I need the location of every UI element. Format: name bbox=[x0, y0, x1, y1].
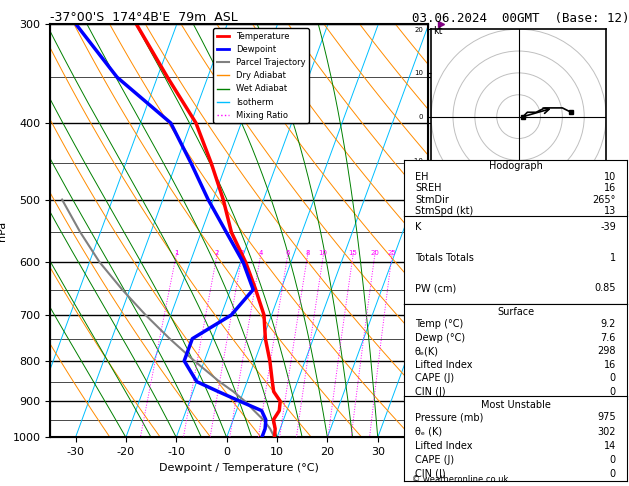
Text: 4: 4 bbox=[259, 250, 263, 256]
Text: θₑ (K): θₑ (K) bbox=[415, 427, 442, 436]
X-axis label: Dewpoint / Temperature (°C): Dewpoint / Temperature (°C) bbox=[159, 463, 319, 473]
Y-axis label: hPa: hPa bbox=[0, 221, 7, 241]
Text: 975: 975 bbox=[598, 412, 616, 422]
Text: Hodograph: Hodograph bbox=[489, 161, 542, 171]
Legend: Temperature, Dewpoint, Parcel Trajectory, Dry Adiabat, Wet Adiabat, Isotherm, Mi: Temperature, Dewpoint, Parcel Trajectory… bbox=[213, 29, 309, 123]
Text: 0: 0 bbox=[610, 387, 616, 397]
Text: EH: EH bbox=[415, 172, 428, 182]
Text: 13: 13 bbox=[604, 206, 616, 216]
Text: kt: kt bbox=[433, 26, 443, 35]
Text: CIN (J): CIN (J) bbox=[415, 469, 445, 479]
Text: StmDir: StmDir bbox=[415, 194, 449, 205]
Text: 6: 6 bbox=[285, 250, 290, 256]
Text: Surface: Surface bbox=[497, 307, 534, 317]
Text: 9.2: 9.2 bbox=[601, 319, 616, 329]
Text: Totals Totals: Totals Totals bbox=[415, 253, 474, 262]
Text: © weatheronline.co.uk: © weatheronline.co.uk bbox=[412, 474, 508, 484]
Text: StmSpd (kt): StmSpd (kt) bbox=[415, 206, 473, 216]
Text: -37°00'S  174°4B'E  79m  ASL: -37°00'S 174°4B'E 79m ASL bbox=[50, 11, 238, 24]
Text: Lifted Index: Lifted Index bbox=[415, 360, 472, 370]
Text: Lifted Index: Lifted Index bbox=[415, 441, 472, 451]
Text: -39: -39 bbox=[600, 222, 616, 232]
Text: 7.6: 7.6 bbox=[601, 332, 616, 343]
Text: 0.85: 0.85 bbox=[594, 283, 616, 294]
Text: 20: 20 bbox=[370, 250, 379, 256]
Text: 16: 16 bbox=[604, 183, 616, 193]
Text: 2: 2 bbox=[214, 250, 219, 256]
Text: CIN (J): CIN (J) bbox=[415, 387, 445, 397]
Text: 298: 298 bbox=[598, 346, 616, 356]
Text: K: K bbox=[415, 222, 421, 232]
Text: 302: 302 bbox=[598, 427, 616, 436]
Text: Dewp (°C): Dewp (°C) bbox=[415, 332, 465, 343]
Text: θₑ(K): θₑ(K) bbox=[415, 346, 439, 356]
Text: 03.06.2024  00GMT  (Base: 12): 03.06.2024 00GMT (Base: 12) bbox=[412, 12, 629, 25]
Text: 0: 0 bbox=[610, 469, 616, 479]
Text: 10: 10 bbox=[319, 250, 328, 256]
Text: 1: 1 bbox=[174, 250, 178, 256]
Text: Pressure (mb): Pressure (mb) bbox=[415, 412, 483, 422]
Text: 8: 8 bbox=[305, 250, 309, 256]
Text: 1: 1 bbox=[610, 253, 616, 262]
Text: 15: 15 bbox=[348, 250, 357, 256]
Text: CAPE (J): CAPE (J) bbox=[415, 373, 454, 383]
Text: 14: 14 bbox=[604, 441, 616, 451]
Text: 265°: 265° bbox=[593, 194, 616, 205]
Text: 0: 0 bbox=[610, 455, 616, 465]
Text: PW (cm): PW (cm) bbox=[415, 283, 456, 294]
Text: SREH: SREH bbox=[415, 183, 442, 193]
Text: 16: 16 bbox=[604, 360, 616, 370]
Text: CAPE (J): CAPE (J) bbox=[415, 455, 454, 465]
Y-axis label: Mixing Ratio (g/kg): Mixing Ratio (g/kg) bbox=[459, 185, 469, 277]
Text: 10: 10 bbox=[604, 172, 616, 182]
Text: Temp (°C): Temp (°C) bbox=[415, 319, 463, 329]
Text: 0: 0 bbox=[610, 373, 616, 383]
Text: 25: 25 bbox=[387, 250, 396, 256]
Text: 3: 3 bbox=[240, 250, 244, 256]
Text: Most Unstable: Most Unstable bbox=[481, 399, 550, 410]
